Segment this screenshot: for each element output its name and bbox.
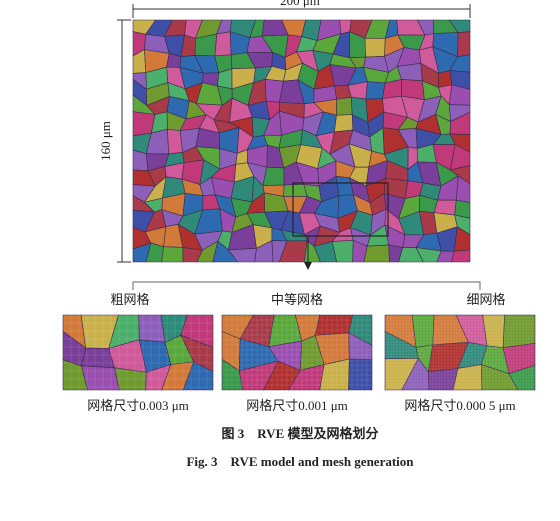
- panel-label: 中等网格: [271, 292, 323, 307]
- arrow-head: [304, 262, 312, 270]
- bracket: [132, 281, 481, 290]
- grain: [508, 364, 536, 391]
- mesh-lines: [385, 315, 535, 390]
- grain: [363, 244, 390, 263]
- grain: [182, 361, 214, 391]
- grain: [438, 70, 453, 88]
- panel-label: 细网格: [466, 292, 505, 307]
- grain: [365, 81, 386, 100]
- panel-label: 粗网格: [110, 292, 149, 307]
- mesh-lines: [63, 315, 213, 390]
- grain: [283, 183, 308, 197]
- grain: [214, 31, 232, 57]
- grain: [364, 37, 386, 58]
- grain: [411, 314, 435, 348]
- height-label: 160 μm: [98, 121, 113, 161]
- grain: [138, 314, 166, 343]
- grain: [396, 63, 423, 82]
- grain: [81, 365, 120, 391]
- mesh-lines: [222, 315, 372, 390]
- grain: [451, 249, 471, 263]
- grain: [348, 358, 373, 391]
- grain: [161, 246, 184, 263]
- width-label: 200 μm: [280, 0, 320, 8]
- panel-caption: 网格尺寸0.000 5 μm: [404, 398, 515, 413]
- grain: [262, 166, 285, 186]
- caption-en: Fig. 3 RVE model and mesh generation: [186, 454, 414, 469]
- panel-caption: 网格尺寸0.003 μm: [87, 398, 189, 413]
- grain: [334, 114, 354, 133]
- zoom-box: [292, 182, 389, 237]
- grain: [336, 96, 353, 116]
- grain: [457, 31, 471, 58]
- caption-cn: 图 3 RVE 模型及网格划分: [222, 426, 379, 441]
- panel-caption: 网格尺寸0.001 μm: [246, 398, 348, 413]
- rve-model: [132, 19, 471, 263]
